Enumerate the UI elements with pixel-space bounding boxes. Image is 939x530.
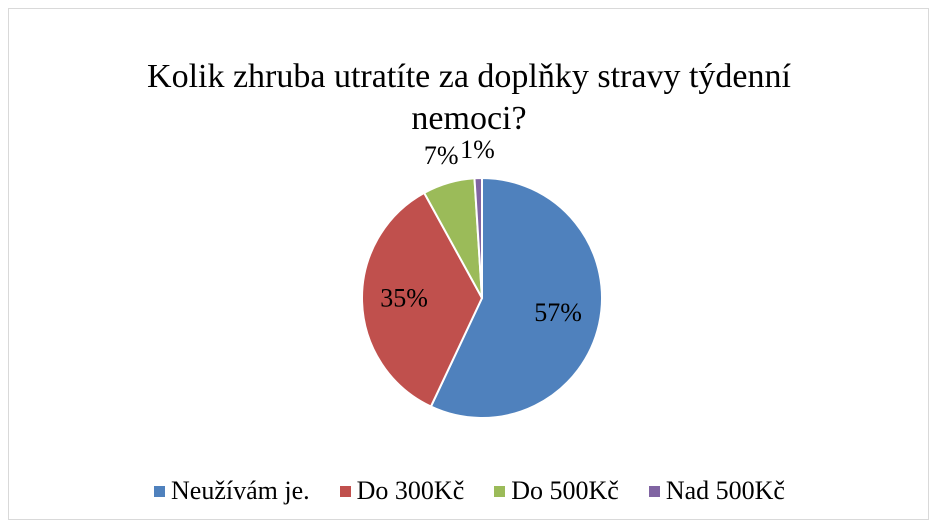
pie-slice — [429, 176, 603, 419]
pie-slice — [361, 191, 484, 408]
legend-item: Neužívám je. — [154, 476, 310, 506]
legend-swatch — [494, 485, 506, 497]
legend-label: Neužívám je. — [171, 476, 310, 505]
legend-label: Nad 500Kč — [665, 476, 785, 505]
legend-swatch — [648, 485, 660, 497]
legend-item: Do 300Kč — [339, 476, 465, 506]
legend-swatch — [339, 485, 351, 497]
legend-label: Do 500Kč — [511, 476, 619, 505]
legend: Neužívám je. Do 300Kč Do 500Kč Nad 500Kč — [0, 476, 939, 506]
pie-slice — [473, 176, 483, 299]
data-label: 1% — [460, 135, 495, 164]
chart-title: Kolik zhruba utratíte za doplňky stravy … — [147, 58, 791, 137]
data-label: 35% — [380, 283, 428, 312]
legend-item: Nad 500Kč — [648, 476, 785, 506]
legend-item: Do 500Kč — [494, 476, 619, 506]
chart-frame — [8, 8, 929, 520]
legend-label: Do 300Kč — [356, 476, 465, 505]
legend-swatch — [154, 485, 166, 497]
data-label: 7% — [424, 141, 459, 170]
data-label: 57% — [534, 298, 582, 327]
